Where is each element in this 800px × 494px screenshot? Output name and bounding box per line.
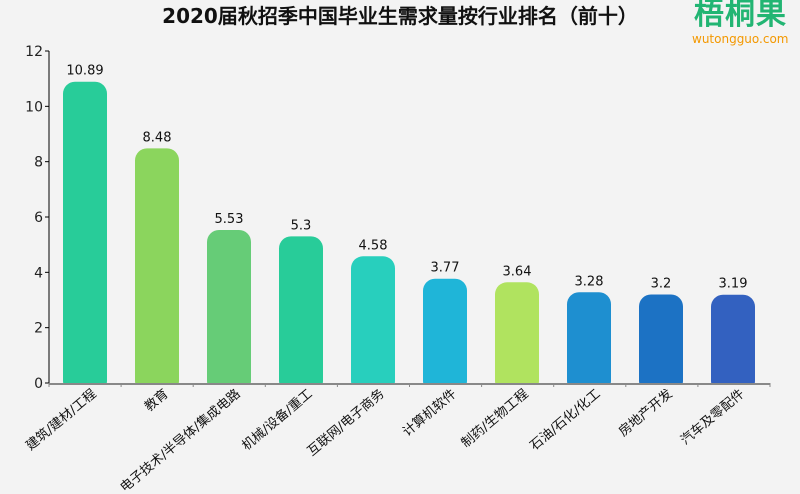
bar bbox=[351, 256, 395, 393]
y-tick-label: 12 bbox=[25, 44, 43, 60]
data-label: 3.77 bbox=[431, 261, 460, 276]
y-tick-label: 10 bbox=[25, 99, 43, 115]
logo-text: 梧桐果 bbox=[694, 0, 787, 32]
data-label: 5.3 bbox=[291, 218, 312, 233]
x-tick-label: 互联网/电子商务 bbox=[304, 386, 387, 460]
y-tick-label: 0 bbox=[34, 376, 43, 392]
bar bbox=[135, 148, 179, 393]
x-tick-label: 机械/设备/重工 bbox=[239, 386, 316, 454]
logo-url: wutongguo.com bbox=[692, 32, 789, 46]
bar-mask bbox=[49, 383, 770, 395]
bar bbox=[567, 292, 611, 393]
y-tick-label: 6 bbox=[34, 210, 43, 226]
bar bbox=[495, 282, 539, 393]
data-label: 5.53 bbox=[215, 212, 244, 227]
bar bbox=[711, 294, 755, 393]
x-tick-label: 制药/生物工程 bbox=[459, 387, 532, 451]
data-label: 4.58 bbox=[359, 238, 388, 253]
data-label: 3.28 bbox=[575, 274, 604, 289]
logo: 梧桐果 wutongguo.com bbox=[688, 0, 800, 48]
y-tick-label: 2 bbox=[34, 321, 43, 337]
x-tick-label: 汽车及零配件 bbox=[678, 386, 748, 448]
data-label: 3.64 bbox=[503, 264, 532, 279]
x-tick-label: 电子技术/半导体/集成电路 bbox=[117, 386, 244, 494]
bar bbox=[207, 230, 251, 393]
bar bbox=[639, 294, 683, 393]
data-label: 10.89 bbox=[66, 64, 103, 79]
bar bbox=[279, 236, 323, 393]
data-label: 3.2 bbox=[651, 276, 672, 291]
data-label: 3.19 bbox=[719, 277, 748, 292]
x-tick-label: 石油/石化/化工 bbox=[527, 387, 603, 454]
x-tick-label: 建筑/建材/工程 bbox=[23, 386, 100, 454]
chart-title: 2020届秋招季中国毕业生需求量按行业排名（前十） bbox=[162, 4, 638, 28]
data-label: 8.48 bbox=[143, 130, 172, 145]
y-tick-label: 4 bbox=[34, 265, 43, 281]
bar bbox=[63, 81, 107, 394]
bar bbox=[423, 278, 467, 393]
y-tick-label: 8 bbox=[34, 155, 43, 171]
